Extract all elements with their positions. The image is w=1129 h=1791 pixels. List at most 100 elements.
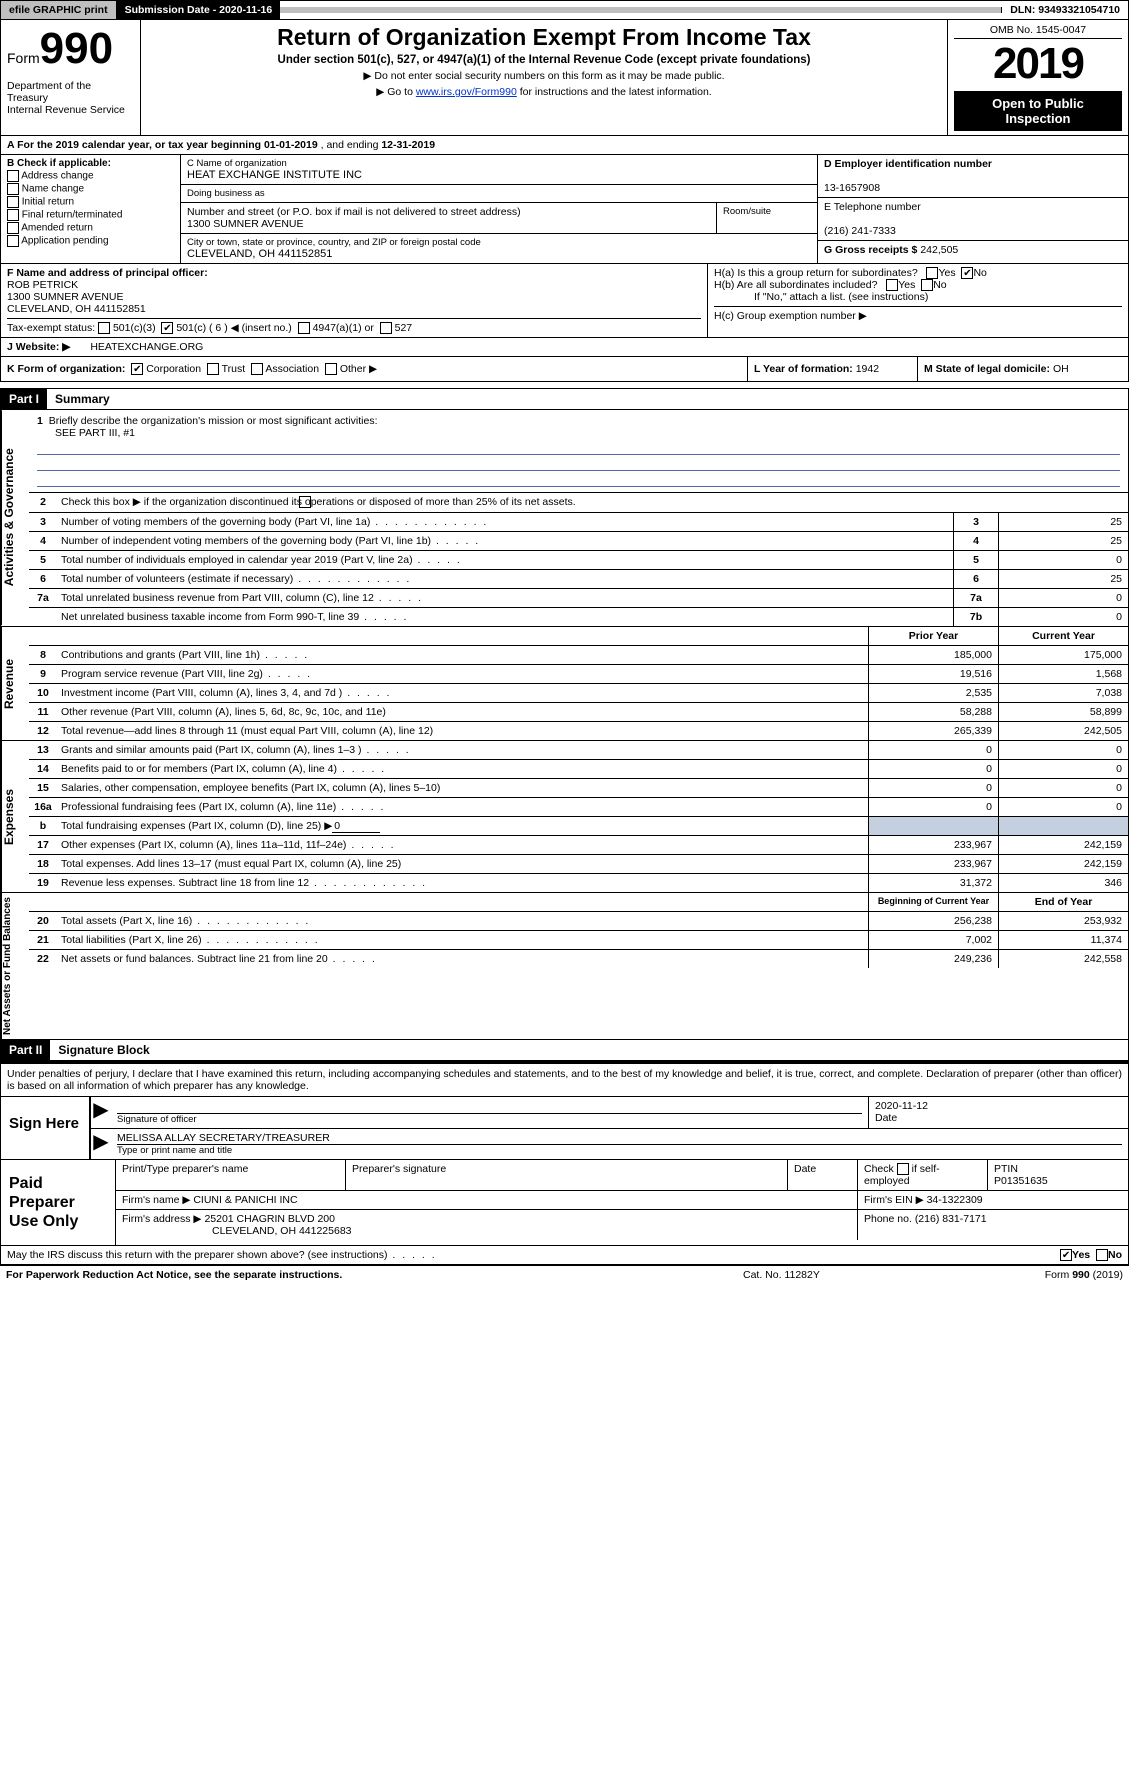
discuss-no: No	[1108, 1249, 1122, 1261]
l-col: L Year of formation: 1942	[748, 357, 918, 381]
line-21: 21Total liabilities (Part X, line 26)7,0…	[29, 931, 1128, 950]
opt-name: Name change	[22, 184, 84, 195]
prep-name-head: Print/Type preparer's name	[116, 1160, 346, 1190]
year-end: 12-31-2019	[381, 139, 435, 151]
col-c: C Name of organization HEAT EXCHANGE INS…	[181, 155, 818, 263]
chk-trust[interactable]	[207, 363, 219, 375]
form-post: (2019)	[1090, 1269, 1123, 1281]
chk-pending[interactable]: Application pending	[7, 235, 174, 247]
hb-no[interactable]	[921, 279, 933, 291]
prior-year-head: Prior Year	[868, 627, 998, 645]
ptin-label: PTIN	[994, 1163, 1018, 1175]
line-7b: Net unrelated business taxable income fr…	[29, 608, 1128, 626]
chk-name-change[interactable]: Name change	[7, 183, 174, 195]
self-employed-chk[interactable]	[897, 1163, 909, 1175]
l5-text: Total number of individuals employed in …	[57, 551, 953, 569]
section-bcdeg: B Check if applicable: Address change Na…	[0, 155, 1129, 264]
opt-address: Address change	[21, 171, 93, 182]
instruct-goto: ▶ Go to www.irs.gov/Form990 for instruct…	[151, 86, 937, 98]
l14-curr: 0	[998, 760, 1128, 778]
line-8: 8Contributions and grants (Part VIII, li…	[29, 646, 1128, 665]
chk-initial[interactable]: Initial return	[7, 196, 174, 208]
form-footer: Form 990 (2019)	[943, 1269, 1123, 1281]
begin-year-head: Beginning of Current Year	[868, 893, 998, 911]
k-col: K Form of organization: Corporation Trus…	[1, 357, 748, 381]
hb-note: If "No," attach a list. (see instruction…	[754, 291, 1122, 303]
h-block: H(a) Is this a group return for subordin…	[708, 264, 1128, 337]
chk-assoc[interactable]	[251, 363, 263, 375]
discuss-text: May the IRS discuss this return with the…	[7, 1249, 437, 1261]
discuss-yes-chk[interactable]	[1060, 1249, 1072, 1261]
officer-label: F Name and address of principal officer:	[7, 267, 208, 279]
l7b-text: Net unrelated business taxable income fr…	[57, 608, 953, 626]
chk-527[interactable]	[380, 322, 392, 334]
chk-501c[interactable]	[161, 322, 173, 334]
net-assets-block: Net Assets or Fund Balances Beginning of…	[0, 893, 1129, 1040]
m-label: M State of legal domicile:	[924, 363, 1050, 375]
l2-text: Check this box ▶ if the organization dis…	[61, 496, 576, 508]
l2-chk[interactable]	[299, 496, 311, 508]
firm-ein-label: Firm's EIN ▶	[864, 1194, 924, 1206]
k-label: K Form of organization:	[7, 363, 125, 375]
l18-text: Total expenses. Add lines 13–17 (must eq…	[57, 855, 868, 873]
line-12: 12Total revenue—add lines 8 through 11 (…	[29, 722, 1128, 740]
chk-address-change[interactable]: Address change	[7, 170, 174, 182]
website-value: HEATEXCHANGE.ORG	[90, 341, 203, 353]
line-7a: 7aTotal unrelated business revenue from …	[29, 589, 1128, 608]
part-ii-label: Part II	[1, 1040, 50, 1060]
firm-addr2: CLEVELAND, OH 441225683	[212, 1225, 352, 1237]
city-label: City or town, state or province, country…	[187, 237, 811, 248]
firm-name: CIUNI & PANICHI INC	[193, 1194, 297, 1206]
l22-text: Net assets or fund balances. Subtract li…	[57, 950, 868, 968]
phone-label: E Telephone number	[824, 201, 921, 213]
discuss-no-chk[interactable]	[1096, 1249, 1108, 1261]
gross-value: 242,505	[920, 244, 958, 256]
l14-text: Benefits paid to or for members (Part IX…	[57, 760, 868, 778]
prep-header-row: Print/Type preparer's name Preparer's si…	[116, 1160, 1128, 1191]
form-number: 990	[40, 24, 113, 73]
chk-501c3[interactable]	[98, 322, 110, 334]
org-name-row: C Name of organization HEAT EXCHANGE INS…	[181, 155, 817, 185]
ha-yes[interactable]	[926, 267, 938, 279]
chk-other[interactable]	[325, 363, 337, 375]
rule-line	[37, 441, 1120, 455]
officer-addr2: CLEVELAND, OH 441152851	[7, 303, 146, 315]
sig-date: 2020-11-12	[875, 1100, 928, 1112]
col-b: B Check if applicable: Address change Na…	[1, 155, 181, 263]
hb-yes[interactable]	[886, 279, 898, 291]
section-klm: K Form of organization: Corporation Trus…	[0, 357, 1129, 382]
title-cell: Return of Organization Exempt From Incom…	[141, 20, 948, 135]
hb-text: H(b) Are all subordinates included?	[714, 279, 877, 291]
governance-block: Activities & Governance 1 Briefly descri…	[0, 410, 1129, 626]
goto-pre: ▶ Go to	[376, 86, 416, 98]
no-lbl: No	[973, 267, 986, 279]
line-2: 2Check this box ▶ if the organization di…	[29, 493, 1128, 512]
chk-final[interactable]: Final return/terminated	[7, 209, 174, 221]
m-col: M State of legal domicile: OH	[918, 357, 1128, 381]
chk-corp[interactable]	[131, 363, 143, 375]
ein-value: 13-1657908	[824, 182, 880, 194]
tax-status-label: Tax-exempt status:	[7, 322, 95, 334]
chk-amended[interactable]: Amended return	[7, 222, 174, 234]
prep-self-head: Check if self-employed	[858, 1160, 988, 1190]
opt-initial: Initial return	[22, 197, 74, 208]
efile-label[interactable]: efile GRAPHIC print	[1, 1, 117, 19]
irs-link[interactable]: www.irs.gov/Form990	[416, 86, 517, 98]
firm-ein: 34-1322309	[927, 1194, 983, 1206]
ha-no[interactable]	[961, 267, 973, 279]
yes-lbl2: Yes	[898, 279, 915, 291]
footer-row: For Paperwork Reduction Act Notice, see …	[0, 1265, 1129, 1284]
opt-final: Final return/terminated	[22, 210, 123, 221]
l1-text: Briefly describe the organization's miss…	[49, 415, 378, 427]
l4-val: 25	[998, 532, 1128, 550]
opt-501c3: 501(c)(3)	[113, 322, 156, 334]
instruct-ssn: ▶ Do not enter social security numbers o…	[151, 70, 937, 82]
l6-val: 25	[998, 570, 1128, 588]
l13-curr: 0	[998, 741, 1128, 759]
l10-prior: 2,535	[868, 684, 998, 702]
firm-label: Firm's name ▶	[122, 1194, 190, 1206]
phone-value: (216) 241-7333	[824, 225, 896, 237]
line-a: A For the 2019 calendar year, or tax yea…	[0, 136, 1129, 155]
l7b-val: 0	[998, 608, 1128, 626]
chk-4947[interactable]	[298, 322, 310, 334]
